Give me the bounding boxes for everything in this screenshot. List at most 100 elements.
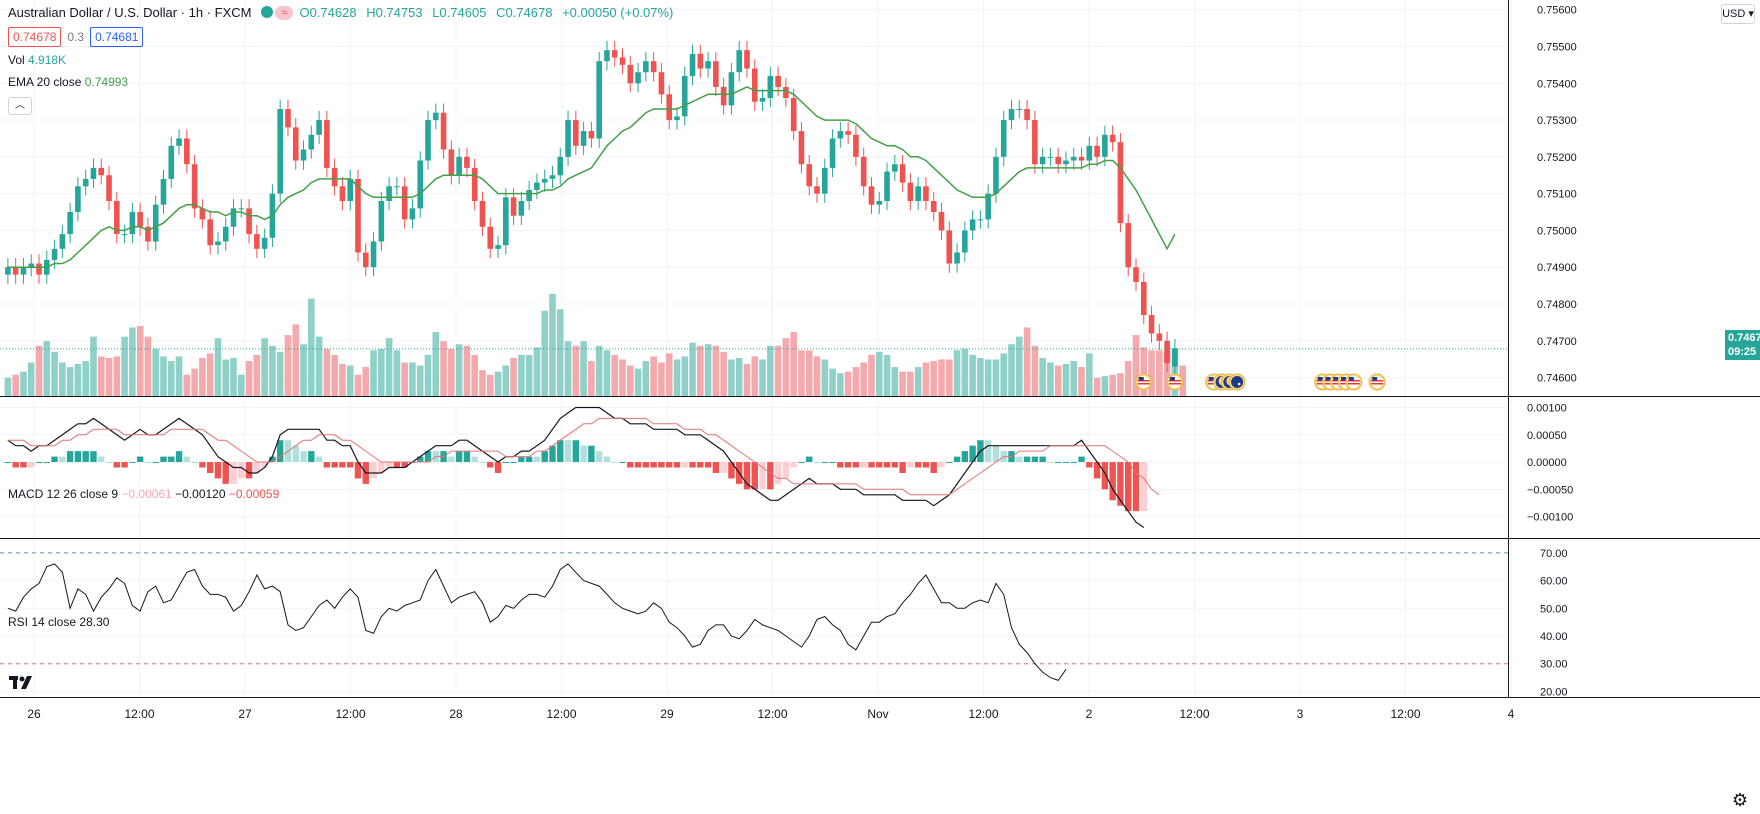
macd-hist-bar (113, 462, 121, 468)
macd-hist-bar (611, 462, 618, 464)
candle (837, 121, 844, 148)
market-status[interactable]: ≈ (261, 6, 294, 20)
rsi-legend[interactable]: RSI 14 close 28.30 (6, 615, 112, 629)
macd-hist-bar (704, 462, 712, 468)
candle-body (75, 186, 81, 213)
candle-body (518, 201, 525, 216)
volume-bar (144, 336, 152, 396)
candle (783, 77, 789, 108)
macd-hist-bar (541, 451, 548, 463)
price-axis-label: 0.75000 (1537, 225, 1577, 237)
sell-price-button[interactable]: 0.74678 (8, 27, 62, 47)
candle (292, 118, 299, 170)
candle (324, 110, 330, 178)
macd-axis-label: 0.00100 (1527, 402, 1567, 414)
tradingview-logo-icon[interactable] (8, 672, 34, 692)
macd-hist-bar (883, 462, 891, 468)
macd-axis-label: 0.00000 (1527, 457, 1567, 469)
macd-hist-bar (35, 462, 43, 464)
macd-hist-bar (743, 462, 751, 490)
macd-hist-bar (868, 462, 875, 468)
volume-bar (1148, 350, 1155, 396)
candle (985, 184, 991, 229)
volume-bar (588, 360, 595, 396)
candle-body (222, 226, 229, 242)
candle-body (884, 171, 890, 201)
ema-legend[interactable]: EMA 20 close 0.74993 (8, 73, 679, 91)
candle (907, 173, 914, 211)
candle-body (1032, 120, 1038, 165)
flag-star (1237, 382, 1241, 386)
candle-body (261, 237, 268, 249)
macd-hist-bar (28, 462, 35, 468)
macd-hist-bar (183, 456, 191, 463)
candle (930, 191, 937, 222)
candle (308, 125, 315, 159)
volume-bar (214, 338, 222, 396)
candle-body (152, 204, 159, 242)
macd-hist-bar (315, 456, 323, 463)
candle (557, 147, 564, 185)
candle (962, 221, 968, 262)
volume-bar (790, 332, 797, 396)
candle-body (82, 178, 89, 187)
volume-bar (922, 362, 930, 396)
candle-body (938, 212, 945, 231)
symbol-title[interactable]: Australian Dollar / U.S. Dollar · 1h · F… (8, 5, 252, 20)
candle (1008, 99, 1015, 130)
volume-legend[interactable]: Vol 4.918K (8, 51, 679, 69)
macd-hist-bar (922, 462, 930, 468)
volume-bar (245, 360, 253, 396)
volume-bar (1078, 367, 1085, 396)
macd-hist-bar (401, 462, 408, 468)
volume-bar (510, 357, 517, 396)
volume-bar (580, 341, 587, 396)
market-open-icon (261, 6, 274, 18)
volume-bar (899, 371, 906, 396)
volume-bar (767, 345, 774, 396)
ohlc-values: O0.74628 H0.74753 L0.74605 C0.74678 +0.0… (299, 4, 679, 22)
macd-legend[interactable]: MACD 12 26 close 9 −0.00061 −0.00120 −0.… (6, 487, 282, 501)
candle (471, 158, 478, 211)
volume-bar (206, 353, 214, 396)
macd-line (7, 406, 1145, 528)
candle-body (845, 131, 851, 135)
macd-hist-bar (448, 456, 455, 463)
candle-body (246, 208, 252, 235)
candle (331, 158, 338, 196)
flag-stripe (1371, 383, 1384, 385)
rsi-axis-label: 40.00 (1540, 631, 1568, 643)
candle-body (1102, 134, 1108, 157)
buy-price-button[interactable]: 0.74681 (90, 27, 144, 47)
candle-body (324, 120, 330, 168)
macd-hist-bar (98, 456, 105, 463)
candle-body (503, 197, 509, 246)
candle-body (440, 112, 447, 150)
candle-body (215, 241, 221, 246)
candle (495, 235, 501, 259)
candle (666, 85, 672, 130)
volume-bar (673, 359, 681, 396)
macd-hist-bar (1023, 456, 1031, 463)
macd-hist-bar (860, 462, 867, 468)
time-axis-label: 28 (449, 707, 463, 721)
chevron-up-icon: ︿ (15, 100, 25, 111)
ema-value: 0.74993 (84, 75, 129, 89)
candle (254, 224, 260, 259)
candle (689, 44, 696, 86)
volume-bar (440, 341, 447, 396)
volume-label: Vol (8, 53, 25, 67)
gear-icon[interactable]: ⚙ (1731, 790, 1749, 810)
candle (580, 121, 587, 156)
candle (207, 210, 213, 255)
candle-body (604, 50, 610, 62)
candle (1063, 151, 1069, 174)
candle (541, 169, 548, 192)
macd-hist-bar (984, 440, 992, 463)
volume-bar (66, 367, 74, 396)
candle (1125, 213, 1132, 277)
currency-selector[interactable]: USD ▾ (1721, 4, 1755, 24)
collapse-legend-button[interactable]: ︿ (8, 97, 32, 115)
